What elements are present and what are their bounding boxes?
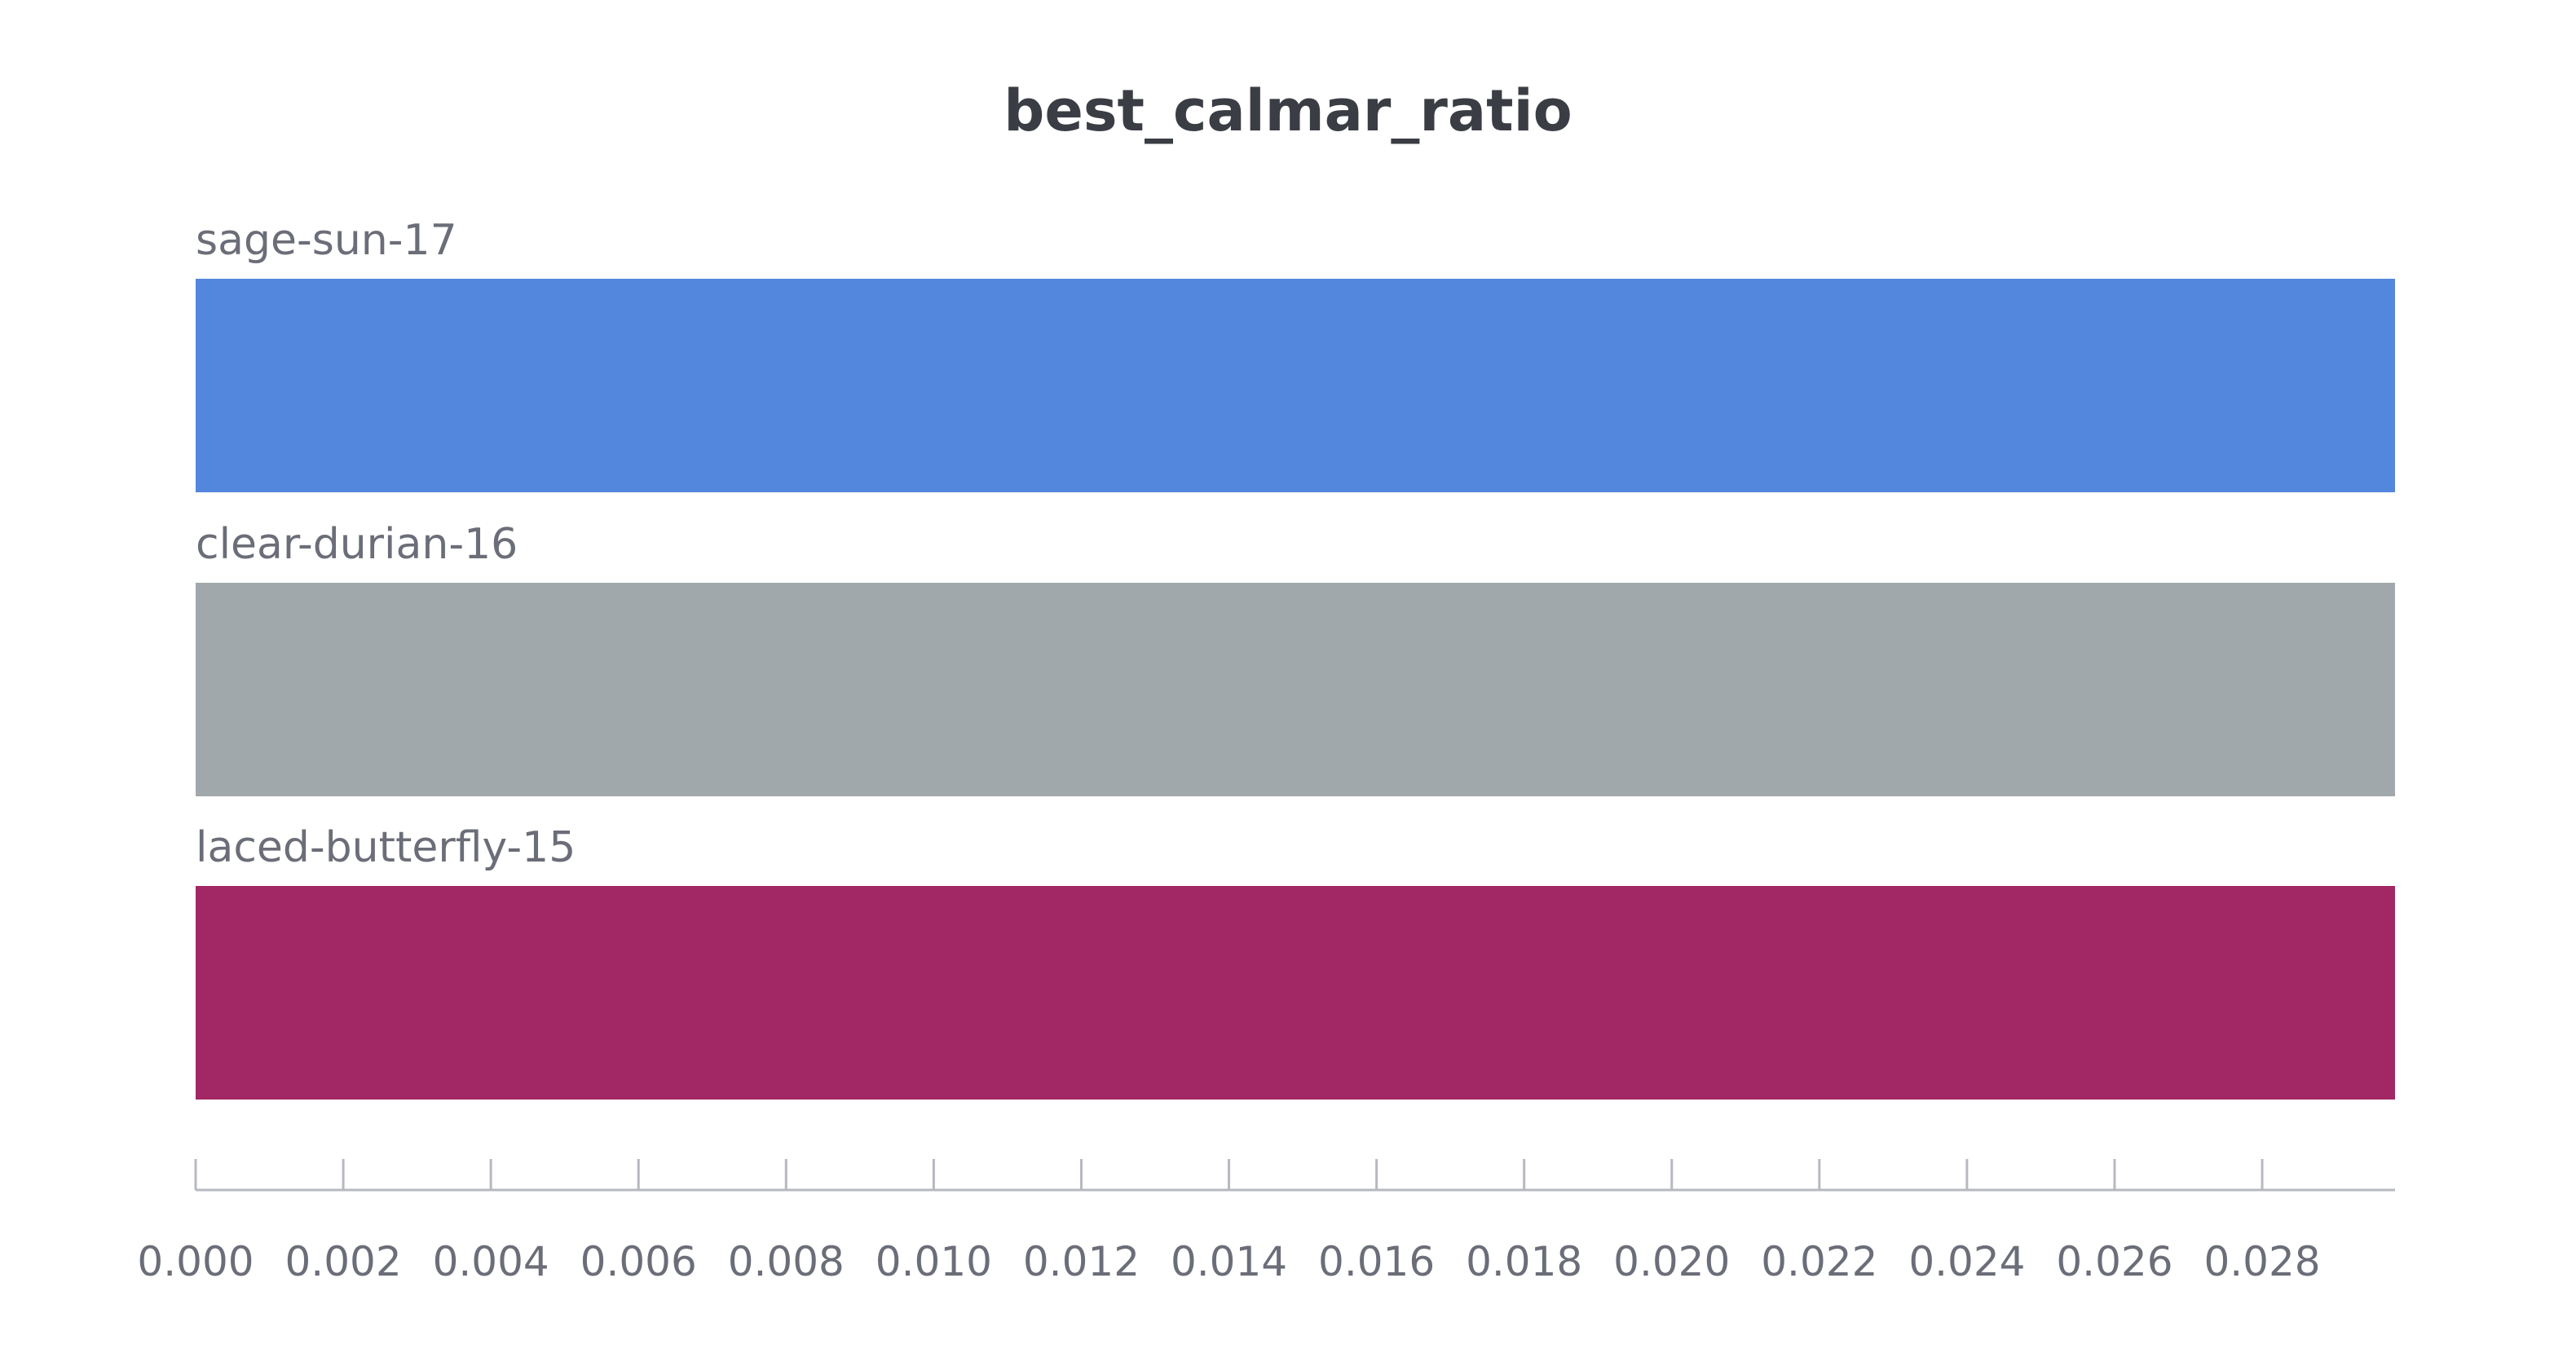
x-tick-label: 0.016: [1318, 1238, 1435, 1285]
x-tick-label: 0.014: [1171, 1238, 1287, 1285]
x-tick-label: 0.022: [1761, 1238, 1877, 1285]
x-tick-label: 0.004: [433, 1238, 549, 1285]
x-tick-label: 0.024: [1908, 1238, 2025, 1285]
x-tick-label: 0.000: [137, 1238, 254, 1285]
x-tick-label: 0.020: [1613, 1238, 1730, 1285]
x-tick-label: 0.002: [285, 1238, 402, 1285]
chart-title: best_calmar_ratio: [1003, 77, 1572, 144]
bars-group: sage-sun-17 clear-durian-16 laced-butterfl…: [196, 216, 2395, 1100]
x-tick-label: 0.012: [1023, 1238, 1140, 1285]
x-tick-label: 0.006: [580, 1238, 697, 1285]
x-tick-label: 0.010: [876, 1238, 992, 1285]
bar[interactable]: [196, 886, 2395, 1100]
x-tick-label: 0.008: [728, 1238, 845, 1285]
bar-label: clear-durian-16: [196, 520, 518, 569]
x-tick-label: 0.018: [1466, 1238, 1582, 1285]
x-tick-label: 0.026: [2056, 1238, 2172, 1285]
bar-label: sage-sun-17: [196, 216, 457, 265]
x-axis: 0.000 0.002 0.004 0.006 0.008 0.010 0.012 0.014…: [137, 1159, 2395, 1285]
bar-label: laced-butterfly-15: [196, 823, 576, 872]
bar[interactable]: [196, 279, 2395, 492]
bar[interactable]: [196, 583, 2395, 796]
x-tick-label: 0.028: [2203, 1238, 2320, 1285]
